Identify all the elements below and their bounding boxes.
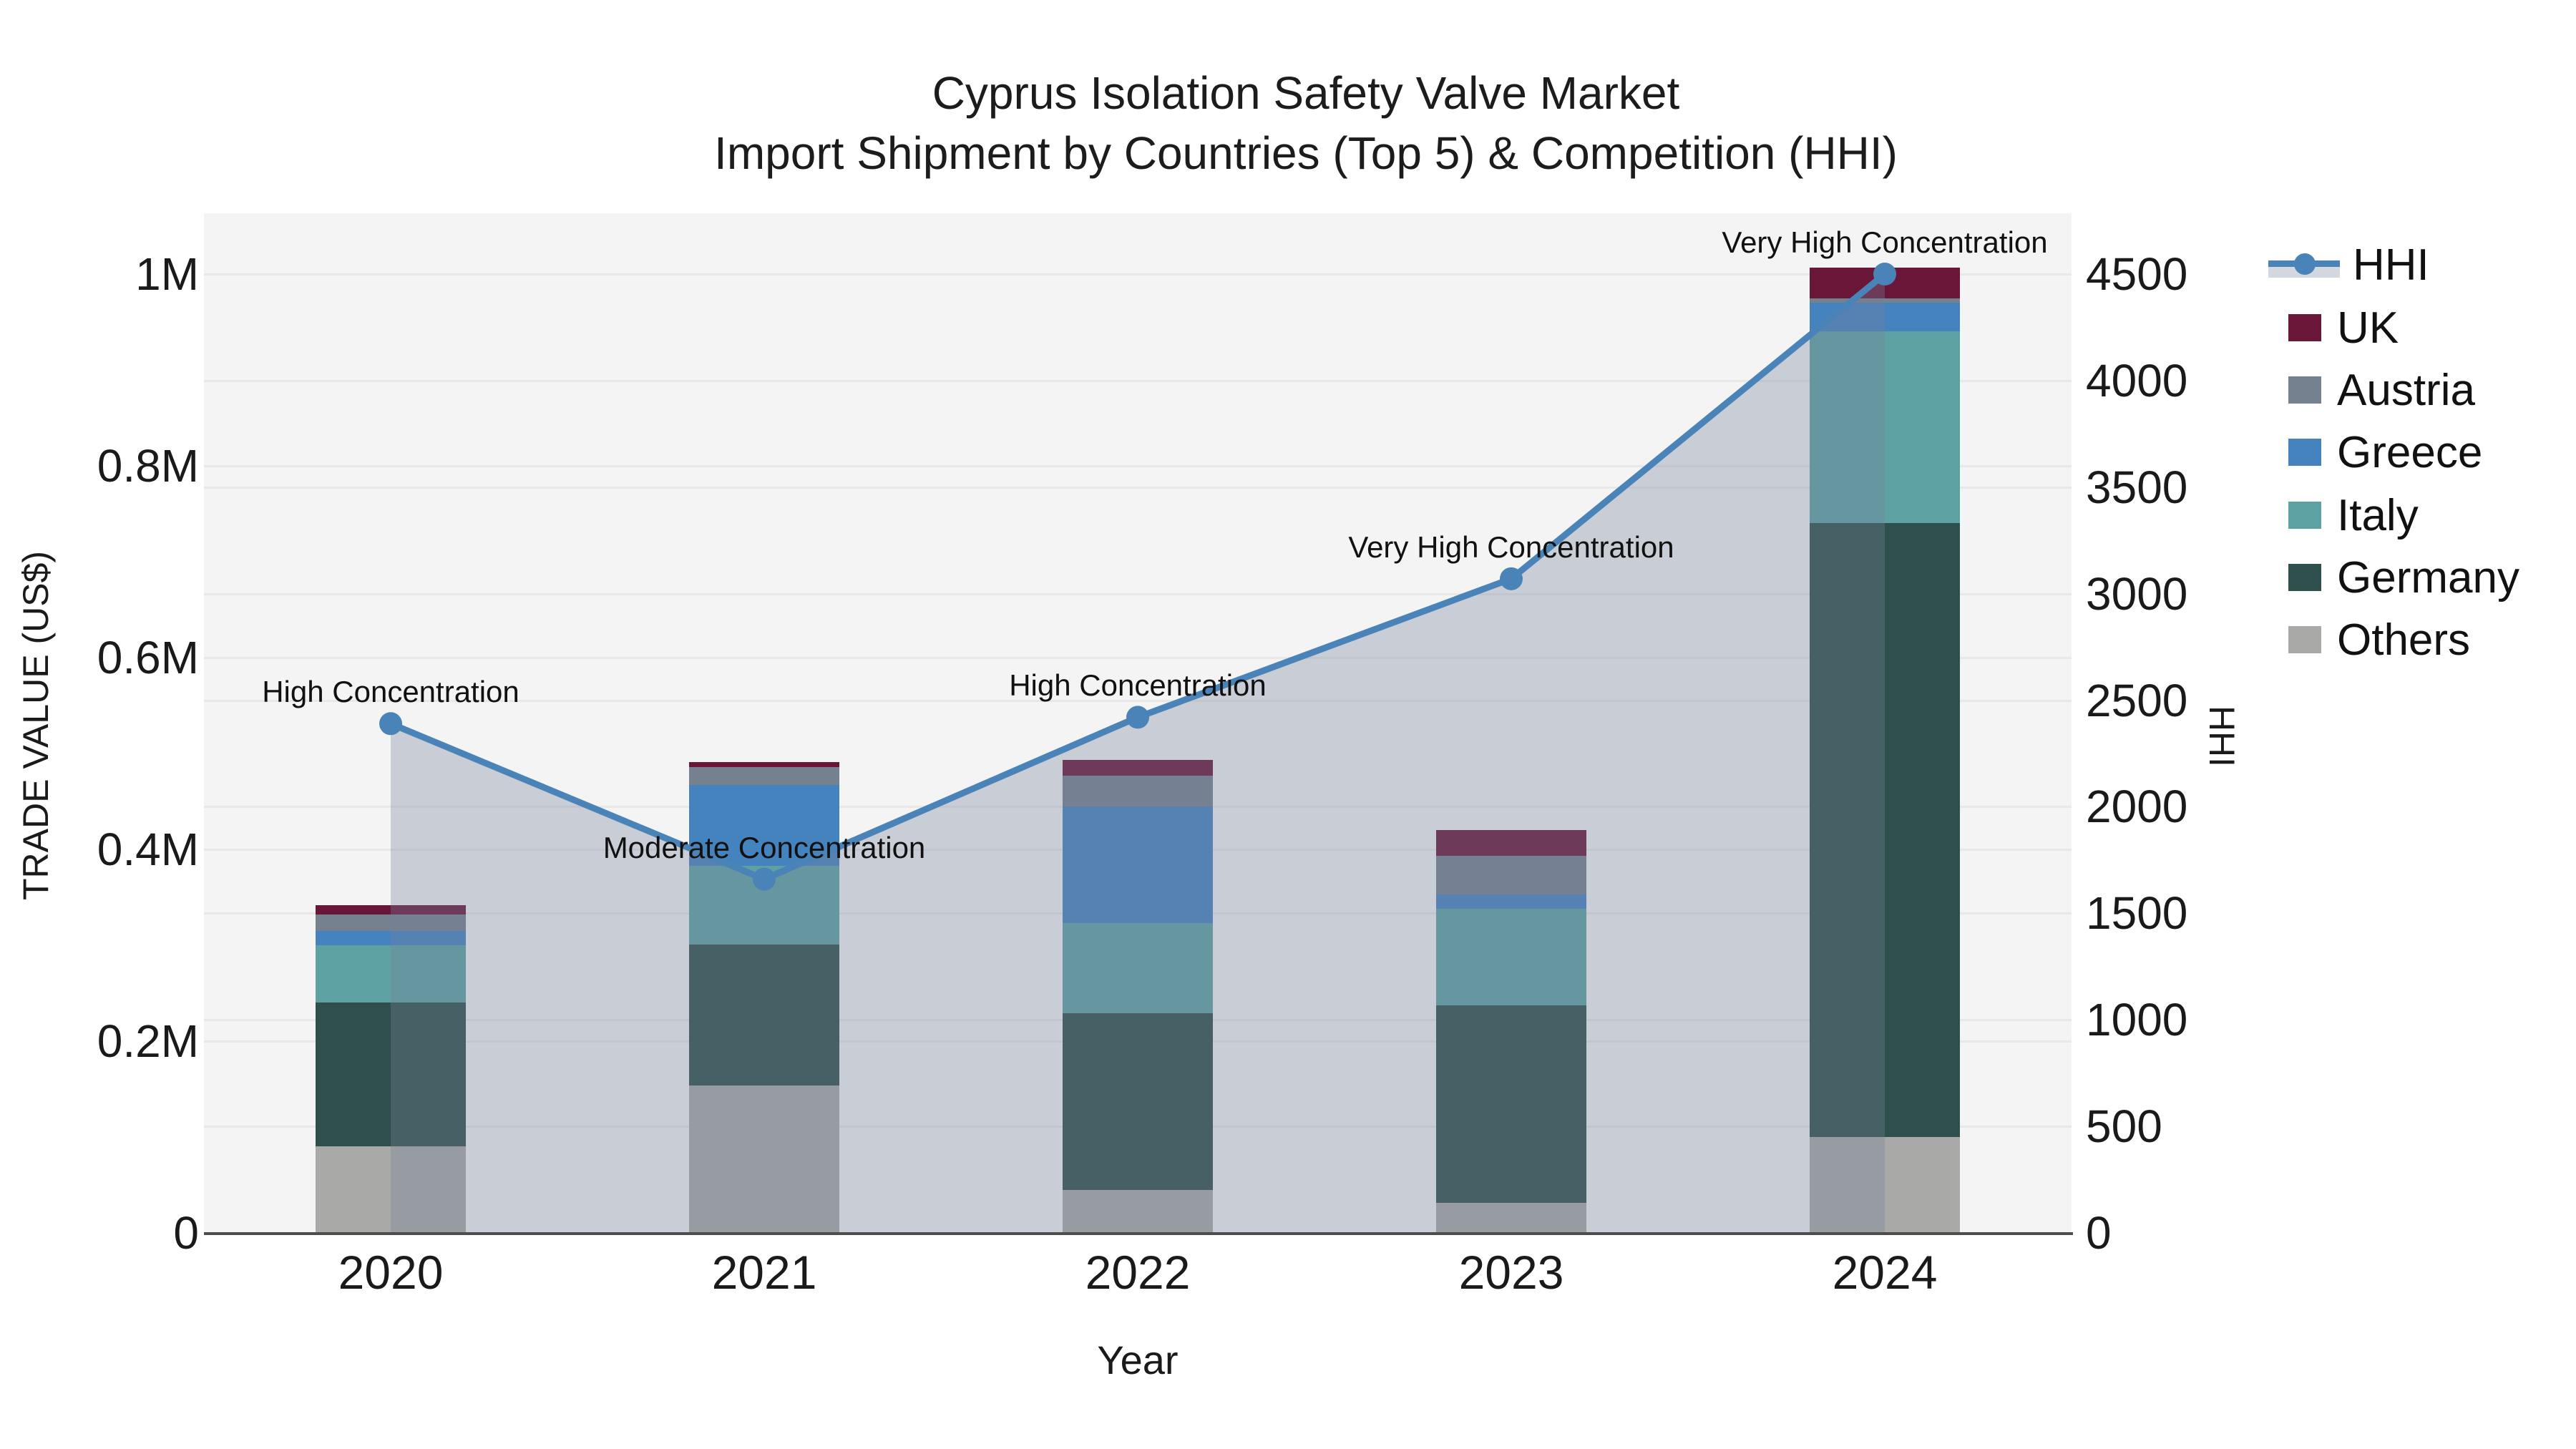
bar-segment-greece-2022 bbox=[1063, 806, 1213, 924]
bar-stack-2024 bbox=[1810, 267, 1960, 1233]
austria-swatch-icon bbox=[2288, 376, 2321, 404]
y-left-tick-0.2M: 0.2M bbox=[97, 1015, 199, 1067]
y-right-tick-0: 0 bbox=[2086, 1207, 2112, 1259]
y-left-tick-0.6M: 0.6M bbox=[97, 632, 199, 683]
bar-segment-others-2024 bbox=[1810, 1137, 1960, 1233]
annotation-2023: Very High Concentration bbox=[1348, 530, 1674, 564]
bar-segment-austria-2022 bbox=[1063, 775, 1213, 806]
x-tick-2021: 2021 bbox=[711, 1246, 817, 1299]
bar-stack-2023 bbox=[1436, 830, 1586, 1233]
bar-segment-greece-2020 bbox=[316, 930, 466, 946]
bar-segment-germany-2023 bbox=[1436, 1005, 1586, 1204]
legend-label: Austria bbox=[2337, 365, 2475, 415]
germany-swatch-icon bbox=[2288, 564, 2321, 591]
bar-segment-uk-2022 bbox=[1063, 760, 1213, 776]
legend-item-austria: Austria bbox=[2268, 361, 2475, 419]
y-right-tick-3000: 3000 bbox=[2086, 567, 2188, 620]
y-left-tick-1M: 1M bbox=[135, 248, 199, 300]
plot-area bbox=[204, 213, 2072, 1233]
bar-segment-italy-2022 bbox=[1063, 923, 1213, 1014]
y-right-tick-500: 500 bbox=[2086, 1101, 2162, 1153]
x-axis-spine bbox=[204, 1232, 2073, 1235]
uk-swatch-icon bbox=[2288, 314, 2321, 341]
y-left-tick-0.8M: 0.8M bbox=[97, 440, 199, 492]
bar-stack-2022 bbox=[1063, 760, 1213, 1233]
y-right-tick-1500: 1500 bbox=[2086, 887, 2188, 940]
bar-segment-italy-2021 bbox=[689, 865, 839, 945]
bar-segment-uk-2020 bbox=[316, 904, 466, 915]
chart-title-line2: Import Shipment by Countries (Top 5) & C… bbox=[714, 127, 1898, 180]
bar-segment-austria-2021 bbox=[689, 766, 839, 786]
x-tick-2024: 2024 bbox=[1832, 1246, 1938, 1299]
bar-segment-others-2021 bbox=[689, 1085, 839, 1233]
y-right-tick-4000: 4000 bbox=[2086, 354, 2188, 406]
y-right-tick-1000: 1000 bbox=[2086, 994, 2188, 1046]
bar-segment-greece-2023 bbox=[1436, 894, 1586, 909]
legend-label: Germany bbox=[2337, 552, 2519, 602]
gridline bbox=[204, 380, 2072, 382]
gridline bbox=[204, 273, 2072, 275]
chart-title: Cyprus Isolation Safety Valve Market Imp… bbox=[204, 63, 2408, 184]
hhi-line-sample-icon bbox=[2268, 250, 2340, 279]
gridline bbox=[204, 593, 2072, 595]
y-right-tick-2500: 2500 bbox=[2086, 674, 2188, 726]
bar-segment-italy-2024 bbox=[1810, 331, 1960, 524]
legend-item-others: Others bbox=[2268, 611, 2470, 668]
bar-segment-uk-2024 bbox=[1810, 267, 1960, 298]
bar-segment-others-2023 bbox=[1436, 1203, 1586, 1233]
bar-segment-uk-2023 bbox=[1436, 830, 1586, 857]
bar-segment-germany-2024 bbox=[1810, 523, 1960, 1137]
gridline bbox=[204, 487, 2072, 489]
y-axis-title-right: HHI bbox=[2202, 705, 2243, 768]
bar-segment-austria-2024 bbox=[1810, 298, 1960, 303]
bar-segment-italy-2020 bbox=[316, 945, 466, 1003]
annotation-2020: High Concentration bbox=[262, 675, 519, 709]
greece-swatch-icon bbox=[2288, 439, 2321, 466]
legend-label: Greece bbox=[2337, 427, 2483, 477]
bar-segment-greece-2024 bbox=[1810, 303, 1960, 332]
bar-segment-austria-2020 bbox=[316, 914, 466, 931]
annotation-2022: High Concentration bbox=[1009, 668, 1267, 703]
bar-segment-germany-2022 bbox=[1063, 1013, 1213, 1190]
legend-label: Others bbox=[2337, 615, 2471, 665]
legend-label: UK bbox=[2337, 303, 2399, 353]
legend-item-germany: Germany bbox=[2268, 549, 2519, 606]
y-right-tick-2000: 2000 bbox=[2086, 781, 2188, 833]
others-swatch-icon bbox=[2288, 626, 2321, 653]
legend-item-uk: UK bbox=[2268, 299, 2399, 356]
x-axis-title: Year bbox=[1097, 1337, 1179, 1382]
gridline bbox=[204, 465, 2072, 467]
chart-title-line1: Cyprus Isolation Safety Valve Market bbox=[932, 67, 1680, 119]
y-left-tick-0: 0 bbox=[173, 1207, 199, 1259]
y-right-tick-3500: 3500 bbox=[2086, 461, 2188, 513]
legend-item-greece: Greece bbox=[2268, 424, 2482, 481]
x-tick-2023: 2023 bbox=[1458, 1246, 1564, 1299]
legend-item-italy: Italy bbox=[2268, 487, 2419, 544]
annotation-2024: Very High Concentration bbox=[1722, 225, 2048, 259]
y-left-tick-0.4M: 0.4M bbox=[97, 824, 199, 875]
legend-label: Italy bbox=[2337, 490, 2419, 540]
annotation-2021: Moderate Concentration bbox=[602, 830, 926, 864]
bar-segment-austria-2023 bbox=[1436, 856, 1586, 895]
gridline bbox=[204, 657, 2072, 659]
bar-segment-others-2022 bbox=[1063, 1189, 1213, 1233]
bar-segment-germany-2021 bbox=[689, 944, 839, 1085]
x-tick-2020: 2020 bbox=[338, 1246, 444, 1299]
y-axis-title-left: TRADE VALUE (US$) bbox=[16, 550, 56, 901]
bar-segment-uk-2021 bbox=[689, 762, 839, 767]
legend-item-hhi: HHI bbox=[2268, 236, 2429, 293]
y-right-tick-4500: 4500 bbox=[2086, 248, 2188, 300]
bar-segment-italy-2023 bbox=[1436, 909, 1586, 1006]
bar-segment-germany-2020 bbox=[316, 1002, 466, 1147]
bar-stack-2020 bbox=[316, 904, 466, 1233]
bar-segment-others-2020 bbox=[316, 1146, 466, 1233]
legend-label: HHI bbox=[2353, 240, 2429, 290]
x-tick-2022: 2022 bbox=[1085, 1246, 1191, 1299]
italy-swatch-icon bbox=[2288, 502, 2321, 529]
